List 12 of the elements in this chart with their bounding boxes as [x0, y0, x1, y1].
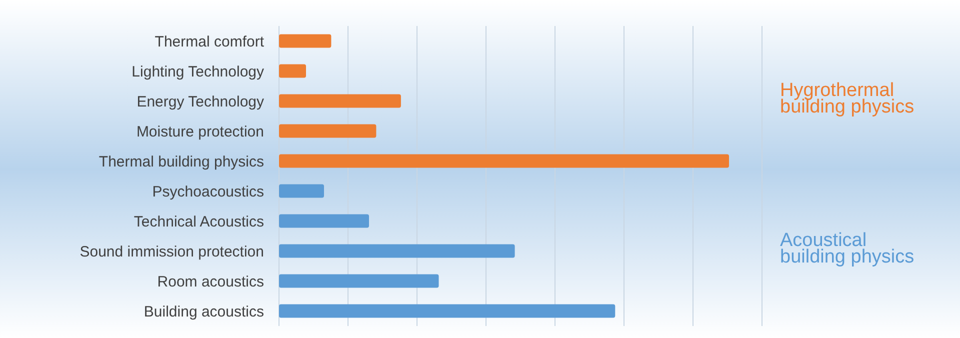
y-tick-label: Thermal comfort	[154, 33, 265, 50]
text: Acoustical building physics	[780, 230, 914, 268]
y-tick-label: Room acoustics	[157, 273, 264, 290]
y-tick-label: Moisture protection	[136, 123, 264, 140]
y-tick-label: Thermal building physics	[98, 153, 264, 170]
y-tick-label: Energy Technology	[136, 93, 264, 110]
y-tick-label: Building acoustics	[144, 303, 264, 320]
y-tick-label: Psychoacoustics	[152, 183, 264, 200]
y-tick-label: Technical Acoustics	[134, 213, 264, 230]
y-tick-label: Lighting Technology	[132, 63, 264, 80]
y-tick-label: Sound immission protection	[80, 243, 264, 260]
text: Hygrothermal building physics	[780, 80, 914, 118]
